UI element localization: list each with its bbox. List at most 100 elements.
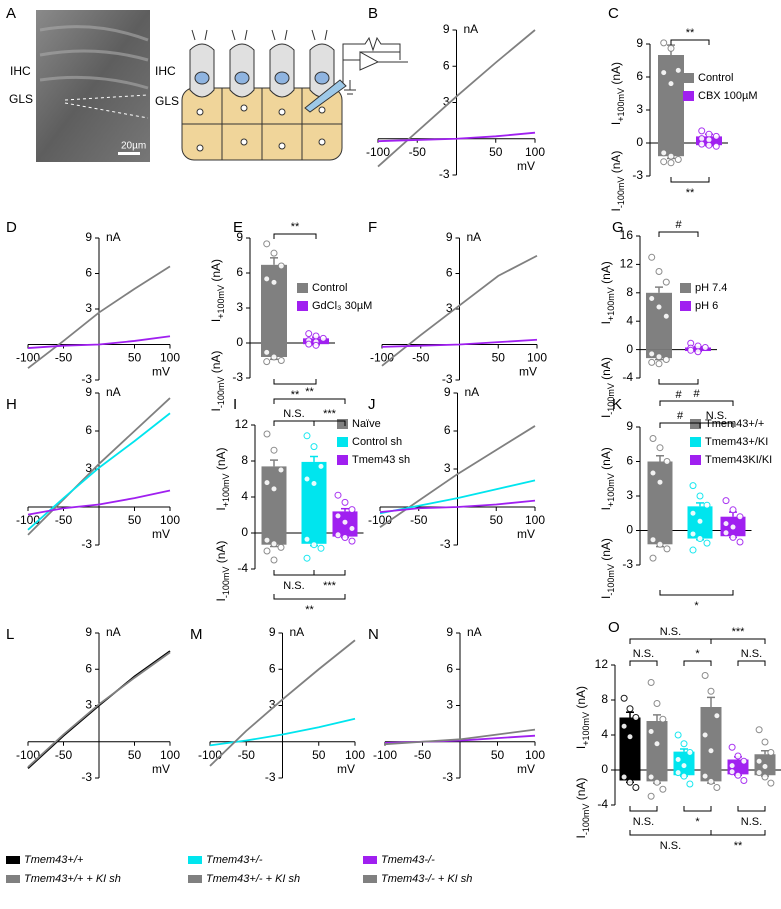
data-point [319,334,327,342]
y-tick-label: 6 [269,661,276,675]
y-tick-label: -4 [237,561,248,575]
y-tick-label: 9 [636,36,643,50]
data-point [667,159,675,167]
data-point [662,356,670,364]
scale-bar [118,152,140,155]
legend-swatch [680,301,691,311]
panel-a: A IHC GLS 20µm IHC GLS [6,5,408,162]
y-tick-label: 0 [626,523,633,537]
data-point [660,69,668,77]
significance-label: ** [686,27,695,39]
x-tick-label: 100 [525,145,545,159]
data-point [348,506,356,514]
legend-swatch [188,875,202,883]
significance-bracket [313,570,346,576]
data-point [647,679,655,686]
x-tick-label: 100 [160,748,180,762]
y-axis-label-part: I [574,746,588,749]
data-point [701,772,709,780]
y-tick-label: -3 [439,167,450,181]
data-point [655,360,663,368]
y-axis-label-part: I [214,507,228,510]
data-point [689,482,697,490]
y-axis-label: I+100mV (nA) [599,447,616,510]
data-point [674,769,682,777]
significance-bracket [629,660,658,666]
y-axis-label-part: (nA) [209,259,223,285]
data-point [674,66,682,74]
bar [754,770,776,776]
data-point [722,529,730,537]
y-tick-label: 9 [444,385,451,399]
y-axis-label-part: +100mV [606,287,616,321]
legend-label: Control sh [352,436,402,448]
y-tick-label: 4 [241,489,248,503]
y-tick-label: 0 [626,342,633,356]
x-tick-label: 100 [160,513,180,527]
y-axis-label-part: +100mV [606,473,616,507]
y-tick-label: 3 [444,461,451,475]
data-point [689,509,697,517]
data-point [674,156,682,163]
x-tick-label: -50 [410,513,428,527]
y-tick-label: 12 [620,257,634,271]
data-point [655,268,663,275]
significance-bracket [313,420,346,426]
x-axis-label: mV [152,365,170,379]
significance-label: N.S. [633,816,654,828]
significance-bracket [273,420,315,426]
iv-curve [384,728,536,746]
y-tick-label: 9 [446,230,453,244]
legend-label: Control [698,72,733,84]
y-axis-label-part: -100mV [581,804,591,836]
x-tick-label: 100 [527,351,547,365]
data-point [667,80,675,88]
y-tick-label: 8 [241,453,248,467]
panel-letter: A [6,5,16,22]
panel-letter: F [368,219,377,236]
data-point [663,545,671,553]
data-point [696,492,704,500]
panel-letter: B [368,5,378,22]
micrograph [36,10,150,162]
data-point [620,722,628,730]
y-tick-label: -3 [440,537,451,551]
data-point [341,534,349,541]
data-point [263,479,271,487]
y-axis-label-part: I [599,415,613,418]
data-point [270,556,278,564]
legend-swatch [690,419,701,429]
legend-swatch [297,283,308,293]
data-point [649,435,657,442]
data-point [263,275,271,283]
legend-swatch [683,91,694,101]
bar [301,461,327,533]
legend-label: Tmem43KI/KI [705,454,772,466]
data-point [656,478,664,486]
legend-swatch [6,856,20,864]
bar [261,466,287,533]
iv-curve [379,479,536,515]
x-tick-label: 50 [312,748,326,762]
bar [646,292,672,350]
y-axis-label-part: (nA) [599,261,613,287]
significance-bracket [273,379,317,385]
y-axis-label-part: (nA) [574,686,588,712]
y-tick-label: 0 [236,335,243,349]
data-point [653,778,661,786]
significance-bracket [737,806,766,812]
data-point [761,773,769,781]
y-tick-label: 3 [443,95,450,109]
significance-bracket [670,177,710,183]
y-tick-label: 6 [85,423,92,437]
significance-bracket [659,590,734,596]
data-point [270,446,278,454]
scale-label: 20µm [121,141,146,152]
y-axis-label-part: -100mV [616,177,626,209]
data-point [270,485,278,493]
data-point [626,705,634,713]
data-point [729,506,737,514]
x-tick-label: -100 [366,145,390,159]
data-point [686,749,694,756]
